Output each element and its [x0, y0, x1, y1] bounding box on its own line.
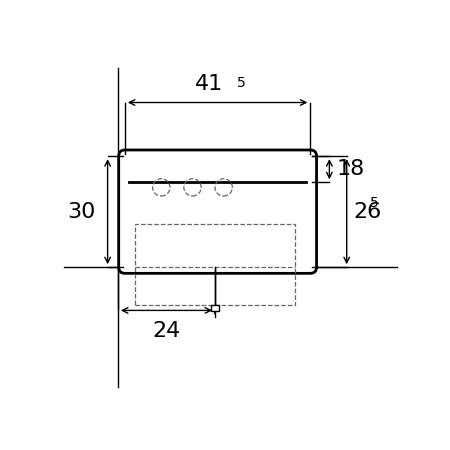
Text: 26: 26	[354, 202, 382, 222]
FancyBboxPatch shape	[119, 150, 316, 273]
Text: 41: 41	[195, 74, 223, 94]
Text: 30: 30	[68, 202, 96, 222]
Bar	[211, 305, 219, 310]
Text: 24: 24	[153, 321, 180, 341]
Text: 5: 5	[237, 76, 245, 90]
Text: 18: 18	[336, 159, 364, 179]
Bar	[135, 224, 295, 305]
Text: 5: 5	[370, 196, 379, 210]
